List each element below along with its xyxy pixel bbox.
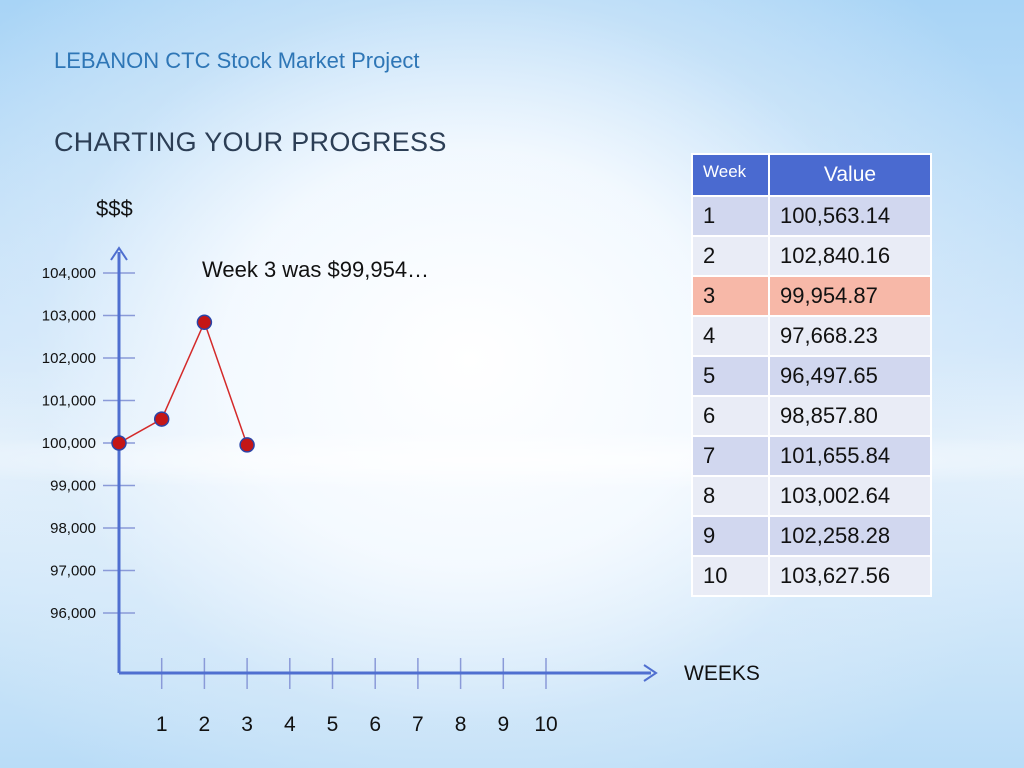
week-cell: 7 <box>691 435 770 477</box>
week-cell: 1 <box>691 195 770 237</box>
table-row: 5 96,497.65 <box>691 355 932 397</box>
x-tick-label: 10 <box>534 713 557 736</box>
data-point <box>153 411 170 427</box>
week-cell: 6 <box>691 395 770 437</box>
data-point <box>196 314 213 331</box>
y-tick-label: 104,000 <box>42 265 96 282</box>
value-cell: 103,002.64 <box>768 475 932 517</box>
table-row: 7 101,655.84 <box>691 435 932 477</box>
x-axis-arrow <box>643 664 658 682</box>
x-tick-label: 5 <box>327 713 339 736</box>
table-row: 8 103,002.64 <box>691 475 932 517</box>
value-cell: 102,258.28 <box>768 515 932 557</box>
x-tick-label: 6 <box>369 713 381 736</box>
week-cell: 2 <box>691 235 770 277</box>
data-point <box>111 435 127 451</box>
data-point <box>239 437 255 453</box>
x-axis-label: WEEKS <box>684 662 760 685</box>
x-tick-label: 9 <box>497 713 509 736</box>
table-row: 6 98,857.80 <box>691 395 932 437</box>
header-value: Value <box>768 153 932 197</box>
y-tick-label: 100,000 <box>42 435 96 452</box>
header-week: Week <box>691 153 770 197</box>
y-tick-label: 101,000 <box>42 393 96 410</box>
week-cell: 8 <box>691 475 770 517</box>
project-subtitle: LEBANON CTC Stock Market Project <box>54 48 420 73</box>
value-cell: 96,497.65 <box>768 355 932 397</box>
y-tick-label: 102,000 <box>42 350 96 367</box>
week-cell: 10 <box>691 555 770 597</box>
table-row: 1 100,563.14 <box>691 195 932 237</box>
x-tick-label: 1 <box>156 713 168 736</box>
y-axis-label: $$$ <box>96 196 133 221</box>
chart-annotation: Week 3 was $99,954… <box>202 257 430 282</box>
week-cell: 4 <box>691 315 770 357</box>
table-row: 4 97,668.23 <box>691 315 932 357</box>
y-tick-label: 97,000 <box>50 563 96 580</box>
table-row: 2 102,840.16 <box>691 235 932 277</box>
weekly-values-table: Week Value 1 100,563.14 2 102,840.16 3 99,954… <box>691 153 932 597</box>
series-layer <box>111 314 255 453</box>
y-tick-label: 99,000 <box>50 478 96 495</box>
x-tick-label: 2 <box>199 713 211 736</box>
table-row: 9 102,258.28 <box>691 515 932 557</box>
y-axis-arrow <box>110 246 128 261</box>
value-cell: 97,668.23 <box>768 315 932 357</box>
value-cell: 103,627.56 <box>768 555 932 597</box>
y-tick-label: 96,000 <box>50 605 96 622</box>
series-line <box>118 320 248 446</box>
week-cell: 5 <box>691 355 770 397</box>
y-ticks: 104,000 103,000 102,000 101,000 100,000 99,00… <box>42 265 135 622</box>
week-cell: 3 <box>691 275 770 317</box>
table-row: 10 103,627.56 <box>691 555 932 597</box>
value-cell: 99,954.87 <box>768 275 932 317</box>
x-tick-label: 7 <box>412 713 424 736</box>
x-tick-label: 3 <box>241 713 253 736</box>
x-tick-label: 8 <box>455 713 467 736</box>
value-cell: 101,655.84 <box>768 435 932 477</box>
value-cell: 100,563.14 <box>768 195 932 237</box>
y-tick-label: 103,000 <box>42 308 96 325</box>
table-row: 3 99,954.87 <box>691 275 932 317</box>
value-cell: 98,857.80 <box>768 395 932 437</box>
x-ticks: 1 2 3 4 5 6 7 8 9 10 <box>156 658 558 736</box>
y-tick-label: 98,000 <box>50 520 96 537</box>
x-tick-label: 4 <box>284 713 296 736</box>
axes <box>110 246 658 682</box>
table-header-row: Week Value <box>691 153 932 197</box>
value-cell: 102,840.16 <box>768 235 932 277</box>
week-cell: 9 <box>691 515 770 557</box>
page-title: CHARTING YOUR PROGRESS <box>54 127 447 157</box>
